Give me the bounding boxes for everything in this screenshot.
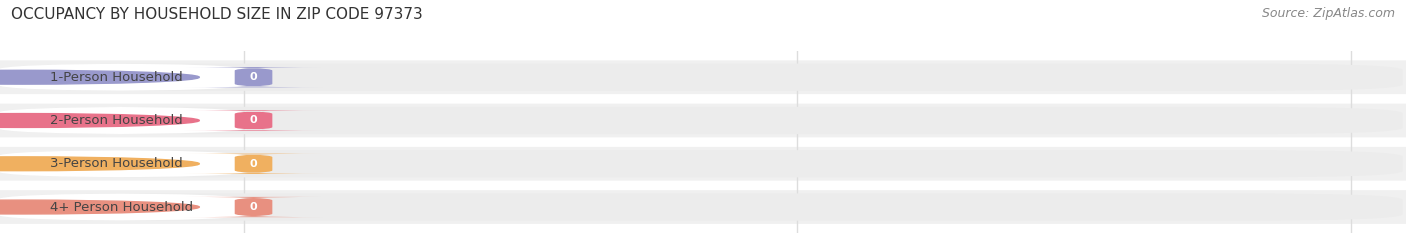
Text: 4+ Person Household: 4+ Person Household [49, 201, 193, 213]
Text: 3-Person Household: 3-Person Household [49, 157, 183, 170]
Circle shape [0, 200, 200, 214]
Text: 0: 0 [250, 72, 257, 82]
FancyBboxPatch shape [184, 110, 323, 131]
FancyBboxPatch shape [0, 190, 1406, 224]
Circle shape [0, 70, 200, 84]
FancyBboxPatch shape [0, 193, 1403, 221]
FancyBboxPatch shape [0, 107, 1403, 134]
FancyBboxPatch shape [0, 104, 1406, 137]
FancyBboxPatch shape [0, 107, 246, 134]
FancyBboxPatch shape [0, 60, 1406, 94]
Text: 2-Person Household: 2-Person Household [49, 114, 183, 127]
FancyBboxPatch shape [0, 64, 246, 91]
FancyBboxPatch shape [0, 64, 1403, 91]
Text: Source: ZipAtlas.com: Source: ZipAtlas.com [1261, 7, 1395, 20]
FancyBboxPatch shape [0, 193, 246, 221]
FancyBboxPatch shape [184, 197, 323, 217]
FancyBboxPatch shape [0, 150, 1403, 177]
Text: 0: 0 [250, 116, 257, 126]
Text: OCCUPANCY BY HOUSEHOLD SIZE IN ZIP CODE 97373: OCCUPANCY BY HOUSEHOLD SIZE IN ZIP CODE … [11, 7, 423, 22]
FancyBboxPatch shape [0, 150, 246, 177]
FancyBboxPatch shape [184, 154, 323, 174]
Circle shape [0, 113, 200, 127]
FancyBboxPatch shape [184, 67, 323, 87]
Text: 0: 0 [250, 159, 257, 169]
Text: 1-Person Household: 1-Person Household [49, 71, 183, 84]
Circle shape [0, 157, 200, 171]
FancyBboxPatch shape [0, 147, 1406, 181]
Text: 0: 0 [250, 202, 257, 212]
